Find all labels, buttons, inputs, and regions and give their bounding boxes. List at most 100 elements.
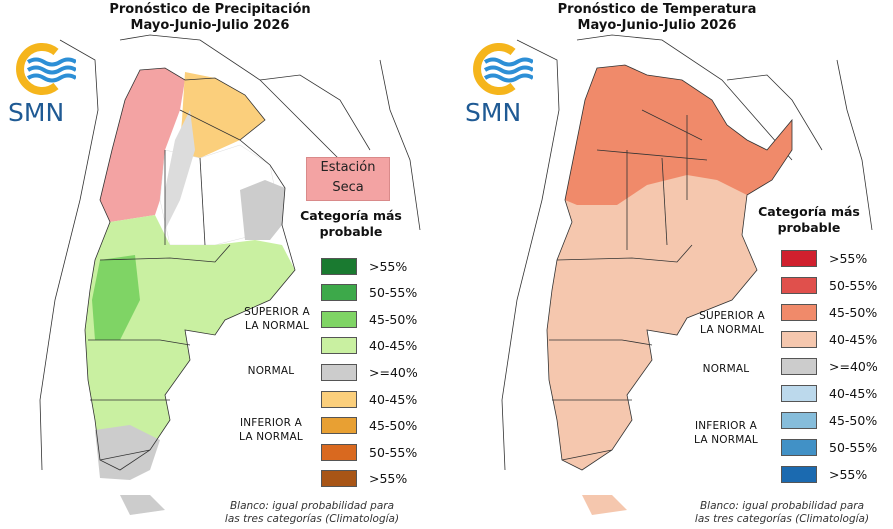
dry-station-line2: Seca (332, 180, 364, 195)
province-borders (84, 67, 296, 471)
precip-legend-label: >55% (369, 258, 408, 274)
smn-logo: SMN (6, 40, 78, 130)
precip-footnote: Blanco: igual probabilidad para las tres… (202, 500, 422, 526)
temp-upper-line1: SUPERIOR A (699, 310, 765, 322)
region-normal-south (95, 425, 160, 480)
region-tierra-del-fuego (120, 495, 165, 515)
temp-legend-row: 45-50% (781, 410, 877, 430)
temp-footnote-line1: Blanco: igual probabilidad para (699, 500, 865, 512)
precip-legend-label: >55% (369, 471, 408, 487)
temp-legend-swatch (781, 330, 817, 348)
temp-legend-label: 40-45% (829, 385, 878, 401)
precip-legend-label: >=40% (369, 364, 418, 380)
temp-normal-label: NORMAL (702, 363, 750, 375)
temp-lower-label: INFERIOR A LA NORMAL (681, 419, 771, 447)
precip-lower-label: INFERIOR A LA NORMAL (226, 416, 316, 444)
precip-legend-title: Categoría más probable (291, 208, 411, 240)
region-normal-strip (165, 110, 195, 230)
temp-legend-row: 45-50% (781, 302, 877, 322)
precip-title-line1: Pronóstico de Precipitación (109, 2, 311, 17)
temp-legend-title-line2: probable (777, 220, 841, 235)
precip-legend-swatch (321, 257, 357, 275)
temp-legend-label: >55% (829, 466, 868, 482)
smn-logo: SMN (463, 40, 535, 130)
temp-legend-swatch (781, 465, 817, 483)
smn-logo-text: SMN (465, 98, 522, 127)
temp-legend-swatch (781, 303, 817, 321)
precip-legend-swatch (321, 443, 357, 461)
precip-legend-row: >55% (321, 469, 407, 489)
precip-upper-label: SUPERIOR A LA NORMAL (232, 305, 322, 333)
precip-map (39, 34, 421, 515)
temp-lower-line1: INFERIOR A (694, 420, 758, 432)
dry-station-line1: Estación (320, 160, 376, 175)
precip-legend-label: 45-50% (369, 311, 418, 327)
temp-legend-label: 45-50% (829, 304, 878, 320)
temp-upper-label: SUPERIOR A LA NORMAL (687, 309, 777, 337)
precip-normal-label: NORMAL (247, 365, 295, 377)
temp-legend-swatch (781, 384, 817, 402)
temp-legend-label: 50-55% (829, 277, 878, 293)
neighbor-borders (501, 34, 873, 471)
temperature-panel: Pronóstico de Temperatura Mayo-Junio-Jul… (447, 0, 893, 529)
precip-legend-label: 50-55% (369, 444, 418, 460)
province-borders (546, 64, 793, 471)
temp-legend-row: 50-55% (781, 275, 877, 295)
precip-legend-row: >=40% (321, 362, 418, 382)
temp-upper-line2: LA NORMAL (700, 324, 764, 336)
temp-legend-row: >55% (781, 248, 867, 268)
precip-legend-swatch (321, 390, 357, 408)
temp-legend-label: >=40% (829, 358, 878, 374)
temp-lower-line2: LA NORMAL (694, 434, 758, 446)
precip-legend-row: 40-45% (321, 336, 417, 356)
precip-legend-row: >55% (321, 256, 407, 276)
precip-upper-line2: LA NORMAL (245, 320, 309, 332)
precip-legend-label: 50-55% (369, 285, 418, 301)
temp-footnote-line2: las tres categorías (Climatología) (694, 513, 870, 525)
temp-legend-row: >=40% (781, 356, 878, 376)
precip-legend-row: 50-55% (321, 442, 417, 462)
precip-legend-title-line2: probable (319, 224, 383, 239)
region-dry-northwest (100, 68, 185, 222)
temp-title: Pronóstico de Temperatura Mayo-Junio-Jul… (447, 2, 867, 34)
precip-title: Pronóstico de Precipitación Mayo-Junio-J… (0, 2, 420, 34)
region-below-central-strong (92, 255, 140, 340)
precip-lower-line1: INFERIOR A (239, 417, 303, 429)
temp-legend-swatch (781, 357, 817, 375)
precip-legend-row: 50-55% (321, 283, 417, 303)
precip-legend-title-line1: Categoría más (300, 208, 402, 223)
temp-title-line2: Mayo-Junio-Julio 2026 (577, 18, 737, 33)
temp-legend-title-line1: Categoría más (758, 204, 860, 219)
neighbor-borders (39, 34, 421, 471)
precip-legend-swatch (321, 337, 357, 355)
precip-legend-swatch (321, 284, 357, 302)
precip-legend-row: 40-45% (321, 389, 417, 409)
temp-footnote: Blanco: igual probabilidad para las tres… (672, 500, 892, 526)
precip-footnote-line1: Blanco: igual probabilidad para (229, 500, 395, 512)
temp-legend-swatch (781, 438, 817, 456)
precip-legend-swatch (321, 310, 357, 328)
precip-title-line2: Mayo-Junio-Julio 2026 (130, 18, 290, 33)
temp-legend-label: 45-50% (829, 412, 878, 428)
temp-legend-row: 50-55% (781, 437, 877, 457)
precipitation-panel: Pronóstico de Precipitación Mayo-Junio-J… (0, 0, 446, 529)
temp-title-line1: Pronóstico de Temperatura (557, 2, 757, 17)
temp-legend-label: 40-45% (829, 331, 878, 347)
region-above-north-strong (565, 65, 792, 205)
temp-legend-label: 50-55% (829, 439, 878, 455)
temp-legend-title: Categoría más probable (749, 204, 869, 236)
precip-legend-swatch (321, 470, 357, 488)
precip-legend-label: 40-45% (369, 391, 418, 407)
region-tierra-del-fuego (582, 495, 627, 515)
region-above-north (178, 72, 265, 160)
temp-legend-row: 40-45% (781, 329, 877, 349)
precip-legend-row: 45-50% (321, 309, 417, 329)
smn-sun-icon (16, 43, 78, 95)
temp-legend-swatch (781, 411, 817, 429)
precip-footnote-line2: las tres categorías (Climatología) (224, 513, 400, 525)
temp-legend-swatch (781, 276, 817, 294)
temp-legend-row: 40-45% (781, 383, 877, 403)
temp-legend-label: >55% (829, 250, 868, 266)
precip-lower-line2: LA NORMAL (239, 431, 303, 443)
temp-legend-row: >55% (781, 464, 867, 484)
